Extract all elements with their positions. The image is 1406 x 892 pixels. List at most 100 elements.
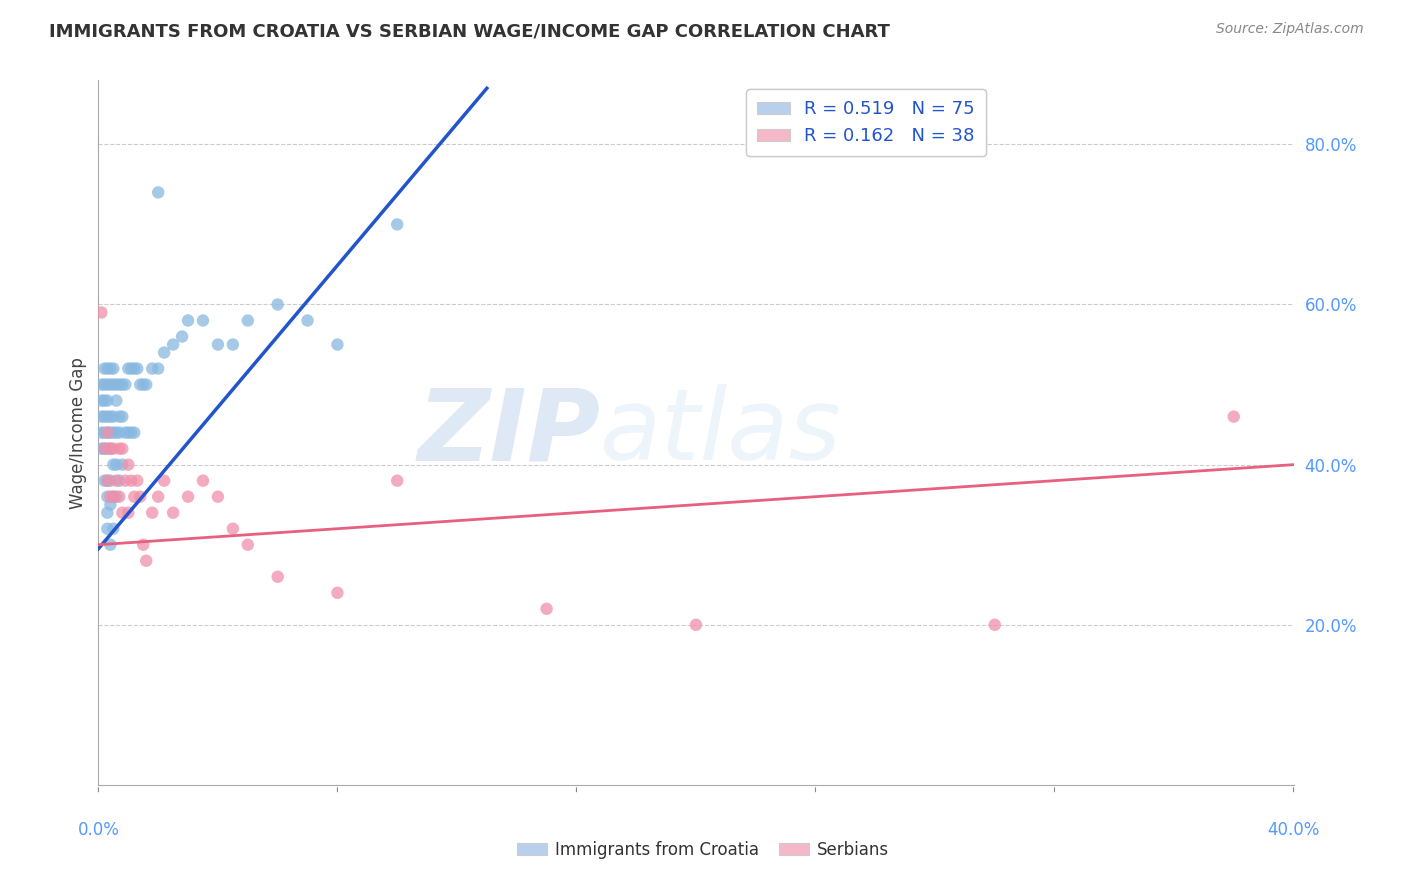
Point (326, 337, 349, 351)
Point (103, 490, 125, 504)
Point (120, 425, 142, 440)
Point (98, 498, 122, 512)
Point (96, 361, 118, 376)
Point (105, 377, 128, 392)
Point (96, 522, 118, 536)
Text: Source: ZipAtlas.com: Source: ZipAtlas.com (1216, 22, 1364, 37)
Point (108, 377, 131, 392)
Point (385, 474, 409, 488)
Text: IMMIGRANTS FROM CROATIA VS SERBIAN WAGE/INCOME GAP CORRELATION CHART: IMMIGRANTS FROM CROATIA VS SERBIAN WAGE/… (49, 22, 890, 40)
Point (98, 425, 122, 440)
Point (162, 337, 184, 351)
Point (96, 377, 118, 392)
Point (98, 538, 122, 552)
Point (98, 361, 122, 376)
Point (108, 442, 131, 456)
Point (114, 425, 136, 440)
Point (96, 474, 118, 488)
Point (177, 490, 200, 504)
Point (105, 490, 128, 504)
Text: 40.0%: 40.0% (1267, 821, 1320, 839)
Point (326, 586, 349, 600)
Point (148, 186, 170, 200)
Point (207, 337, 229, 351)
Point (103, 522, 125, 536)
Point (172, 329, 194, 343)
Point (120, 474, 142, 488)
Point (105, 425, 128, 440)
Point (96, 490, 118, 504)
Point (117, 506, 139, 520)
Point (103, 458, 125, 472)
Point (93, 425, 115, 440)
Point (984, 617, 1007, 632)
Point (135, 554, 157, 568)
Point (108, 490, 131, 504)
Y-axis label: Wage/Income Gap: Wage/Income Gap (69, 357, 87, 508)
Point (297, 313, 319, 327)
Point (267, 570, 290, 584)
Point (127, 361, 149, 376)
Point (129, 490, 152, 504)
Point (93, 361, 115, 376)
Point (111, 506, 134, 520)
Legend: R = 0.519   N = 75, R = 0.162   N = 38: R = 0.519 N = 75, R = 0.162 N = 38 (747, 89, 986, 156)
Point (191, 474, 214, 488)
Point (90, 393, 112, 408)
Point (120, 361, 142, 376)
Point (124, 425, 146, 440)
Point (135, 377, 157, 392)
Point (93, 377, 115, 392)
Point (141, 506, 163, 520)
Point (132, 377, 155, 392)
Point (132, 538, 155, 552)
Point (98, 474, 122, 488)
Point (153, 474, 176, 488)
Point (117, 458, 139, 472)
Point (108, 474, 131, 488)
Point (111, 377, 134, 392)
Point (96, 409, 118, 424)
Point (267, 297, 290, 311)
Point (148, 361, 170, 376)
Point (90, 425, 112, 440)
Point (124, 361, 146, 376)
Point (93, 409, 115, 424)
Text: ZIP: ZIP (418, 384, 600, 481)
Point (98, 409, 122, 424)
Point (96, 425, 118, 440)
Point (385, 218, 409, 232)
Point (93, 442, 115, 456)
Point (141, 361, 163, 376)
Point (90, 305, 112, 319)
Point (127, 474, 149, 488)
Legend: Immigrants from Croatia, Serbians: Immigrants from Croatia, Serbians (510, 835, 896, 866)
Point (96, 442, 118, 456)
Point (96, 393, 118, 408)
Point (103, 377, 125, 392)
Point (108, 425, 131, 440)
Point (96, 506, 118, 520)
Point (191, 313, 214, 327)
Point (98, 442, 122, 456)
Point (108, 409, 131, 424)
Point (93, 393, 115, 408)
Point (236, 313, 259, 327)
Point (111, 442, 134, 456)
Point (96, 425, 118, 440)
Point (207, 490, 229, 504)
Point (103, 442, 125, 456)
Point (124, 490, 146, 504)
Point (148, 490, 170, 504)
Point (111, 409, 134, 424)
Point (103, 409, 125, 424)
Point (162, 506, 184, 520)
Point (96, 474, 118, 488)
Point (1223, 409, 1246, 424)
Point (685, 617, 707, 632)
Point (117, 425, 139, 440)
Point (105, 474, 128, 488)
Point (93, 474, 115, 488)
Point (129, 377, 152, 392)
Point (103, 490, 125, 504)
